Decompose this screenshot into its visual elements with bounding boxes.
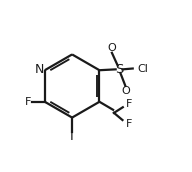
- Text: Cl: Cl: [138, 63, 149, 73]
- Text: O: O: [122, 86, 130, 96]
- Text: S: S: [115, 63, 123, 76]
- Text: F: F: [125, 119, 132, 129]
- Text: I: I: [70, 130, 74, 143]
- Text: F: F: [25, 97, 31, 107]
- Text: F: F: [126, 99, 133, 109]
- Text: O: O: [107, 43, 116, 53]
- Text: N: N: [35, 63, 44, 76]
